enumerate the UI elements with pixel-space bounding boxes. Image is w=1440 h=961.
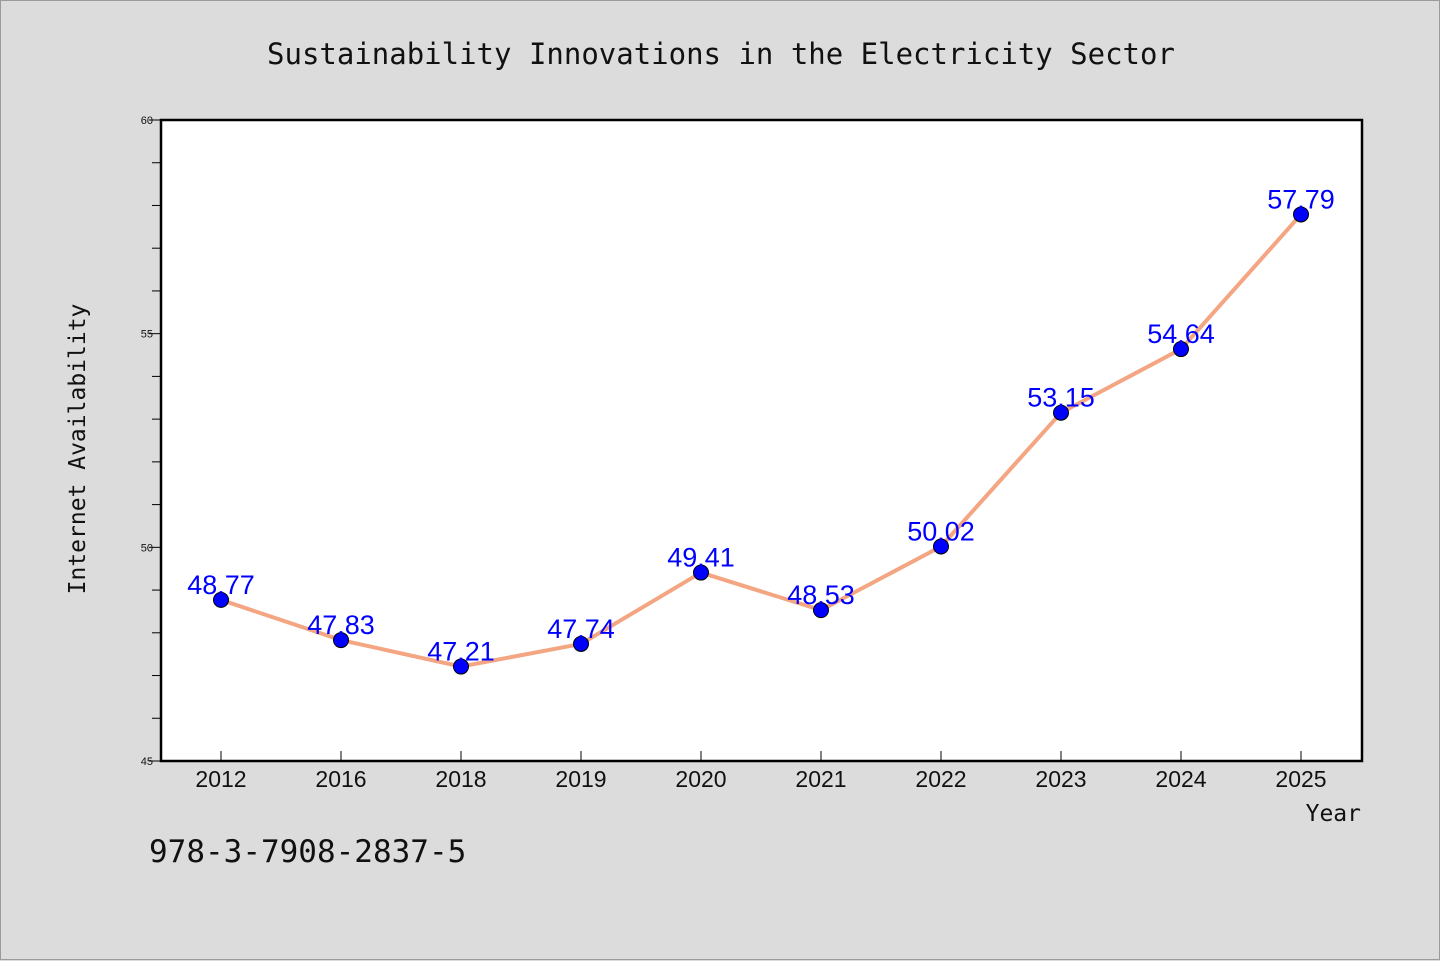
- y-tick-label: 55: [141, 329, 153, 341]
- y-tick-label: 60: [141, 115, 153, 127]
- x-tick-label: 2022: [915, 766, 966, 792]
- data-label: 47.21: [427, 637, 495, 667]
- data-label: 47.74: [547, 614, 615, 644]
- x-tick-label: 2020: [675, 766, 726, 792]
- data-point: [693, 564, 709, 581]
- x-axis-label: Year: [1306, 801, 1361, 827]
- y-tick-label: 45: [141, 756, 153, 768]
- data-point: [813, 602, 829, 619]
- series-line: [220, 213, 1303, 669]
- series-markers: [213, 206, 1309, 675]
- data-label: 47.83: [307, 610, 375, 640]
- data-point: [573, 635, 589, 652]
- y-tick-label: 50: [141, 542, 153, 554]
- data-point: [1053, 404, 1069, 421]
- data-label: 57.79: [1267, 184, 1335, 214]
- data-point: [1173, 341, 1189, 358]
- x-tick-label: 2018: [435, 766, 486, 792]
- data-point: [333, 632, 349, 649]
- isbn-text: 978-3-7908-2837-5: [149, 834, 467, 870]
- x-tick-label: 2012: [195, 766, 246, 792]
- x-tick-label: 2021: [795, 766, 846, 792]
- y-axis: 45 50 55 60: [141, 115, 161, 768]
- data-label: 48.77: [187, 570, 255, 600]
- x-tick-label: 2024: [1155, 766, 1206, 792]
- data-label: 53.15: [1027, 383, 1095, 413]
- x-tick-label: 2023: [1035, 766, 1086, 792]
- data-labels: 48.77 47.83 47.21 47.74 49.41 48.53 50.02 53.15…: [187, 184, 1335, 666]
- chart-title: Sustainability Innovations in the Electr…: [267, 37, 1175, 71]
- data-label: 50.02: [907, 516, 975, 546]
- data-point: [1293, 206, 1309, 223]
- data-point: [453, 658, 469, 675]
- x-tick-label: 2019: [555, 766, 606, 792]
- data-label: 54.64: [1147, 319, 1215, 349]
- y-axis-label: Internet Availability: [65, 304, 91, 595]
- data-label: 49.41: [667, 543, 735, 573]
- x-axis: 2012 2016 2018 2019 2020 2021 2022 2023 2024 2025: [195, 751, 1327, 792]
- x-tick-label: 2025: [1275, 766, 1326, 792]
- plot-area: [159, 118, 1364, 763]
- x-tick-label: 2016: [315, 766, 366, 792]
- data-point: [213, 591, 229, 608]
- data-label: 48.53: [787, 580, 855, 610]
- data-point: [933, 538, 949, 555]
